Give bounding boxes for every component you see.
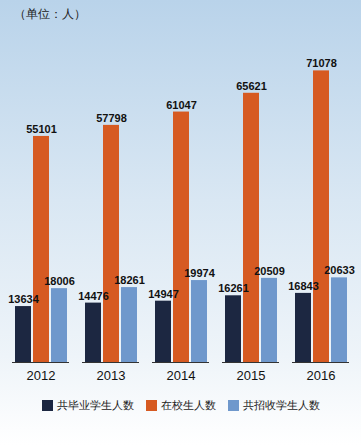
svg-text:2015: 2015 xyxy=(237,368,266,383)
svg-text:16261: 16261 xyxy=(218,282,249,294)
svg-text:65621: 65621 xyxy=(236,80,267,92)
svg-text:55101: 55101 xyxy=(26,123,57,135)
svg-text:18261: 18261 xyxy=(114,274,145,286)
svg-text:2013: 2013 xyxy=(97,368,126,383)
svg-text:14476: 14476 xyxy=(78,290,109,302)
svg-text:2016: 2016 xyxy=(307,368,336,383)
svg-text:61047: 61047 xyxy=(166,99,197,111)
svg-text:2014: 2014 xyxy=(167,368,196,383)
html-text:（单位：人）: （单位：人） xyxy=(14,7,86,21)
html-text:共招收学生人数: 共招收学生人数 xyxy=(242,399,320,411)
svg-text:13634: 13634 xyxy=(8,293,39,305)
svg-text:20633: 20633 xyxy=(324,264,355,276)
svg-text:71078: 71078 xyxy=(306,57,337,69)
svg-text:20509: 20509 xyxy=(254,265,285,277)
svg-text:2012: 2012 xyxy=(27,368,56,383)
svg-text:14947: 14947 xyxy=(148,288,179,300)
html-text:共毕业学生人数: 共毕业学生人数 xyxy=(56,399,134,411)
svg-text:57798: 57798 xyxy=(96,112,127,124)
svg-text:19974: 19974 xyxy=(184,267,215,279)
svg-text:16843: 16843 xyxy=(288,280,319,292)
svg-text:18006: 18006 xyxy=(44,275,75,287)
html-text:在校生人数: 在校生人数 xyxy=(160,399,216,411)
